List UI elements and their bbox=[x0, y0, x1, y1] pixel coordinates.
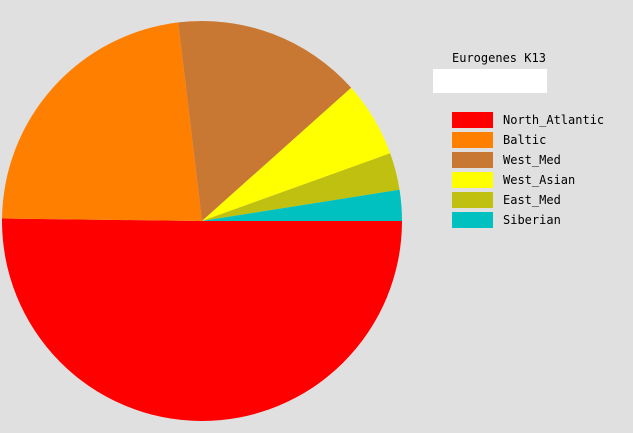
pie-slice-west-med bbox=[178, 21, 352, 222]
legend-label: West_Asian bbox=[503, 173, 576, 187]
legend-item: West_Med bbox=[452, 150, 604, 170]
subtitle-box bbox=[433, 69, 547, 93]
legend-swatch bbox=[452, 152, 493, 168]
legend-item: West_Asian bbox=[452, 170, 604, 190]
legend-item: Baltic bbox=[452, 130, 604, 150]
pie-slice-baltic bbox=[2, 22, 202, 222]
legend-swatch bbox=[452, 172, 493, 188]
legend-swatch bbox=[452, 192, 493, 208]
legend-label: East_Med bbox=[503, 193, 561, 207]
pie-slice-west-asian bbox=[202, 87, 391, 221]
legend-item: East_Med bbox=[452, 190, 604, 210]
pie-slice-east-med bbox=[202, 153, 400, 221]
legend-item: North_Atlantic bbox=[452, 110, 604, 130]
chart-title: Eurogenes K13 bbox=[452, 51, 546, 65]
legend-swatch bbox=[452, 112, 493, 128]
legend-label: Siberian bbox=[503, 213, 561, 227]
legend: North_Atlantic Baltic West_Med West_Asian Ea… bbox=[452, 110, 604, 230]
legend-label: Baltic bbox=[503, 133, 547, 147]
legend-swatch bbox=[452, 212, 493, 228]
legend-label: North_Atlantic bbox=[503, 113, 605, 127]
pie-slice-siberian bbox=[202, 189, 402, 221]
legend-label: West_Med bbox=[503, 153, 561, 167]
legend-swatch bbox=[452, 132, 493, 148]
pie-slice-north-atlantic bbox=[2, 218, 402, 421]
legend-item: Siberian bbox=[452, 210, 604, 230]
